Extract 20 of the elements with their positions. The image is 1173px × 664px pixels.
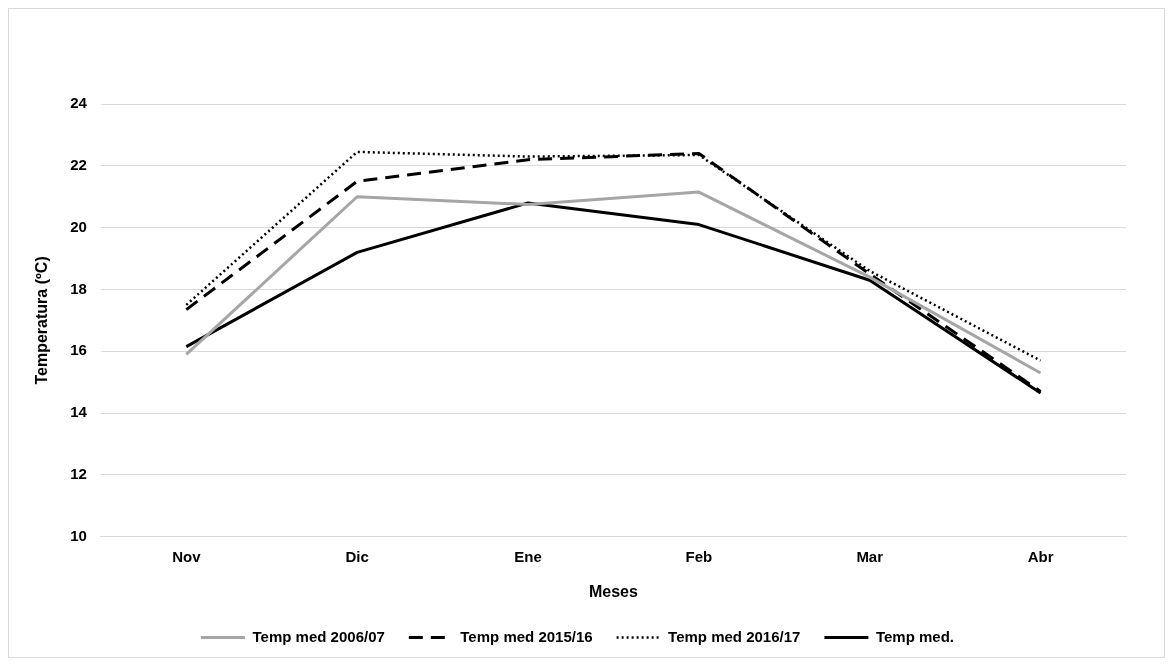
x-tick-label: Dic	[345, 547, 369, 565]
y-tick-label: 14	[70, 403, 88, 421]
legend-label: Temp med 2006/07	[252, 627, 385, 645]
y-tick-label: 20	[70, 217, 87, 235]
y-tick-label: 18	[70, 279, 87, 297]
legend-label: Temp med.	[875, 627, 954, 645]
legend-label: Temp med 2015/16	[460, 627, 593, 645]
x-tick-label: Abr	[1027, 547, 1054, 565]
y-tick-label: 24	[70, 94, 88, 112]
y-tick-label: 12	[70, 465, 87, 483]
x-axis-title: Meses	[588, 582, 638, 600]
y-tick-label: 22	[70, 155, 87, 173]
x-tick-label: Ene	[514, 547, 542, 565]
y-axis-title: Temperatura (ºC)	[33, 256, 51, 385]
x-tick-label: Mar	[856, 547, 884, 565]
y-tick-label: 16	[70, 341, 87, 359]
x-tick-label: Feb	[685, 547, 713, 565]
y-tick-label: 10	[70, 526, 87, 544]
legend-label: Temp med 2016/17	[668, 627, 801, 645]
x-tick-label: Nov	[172, 547, 202, 565]
